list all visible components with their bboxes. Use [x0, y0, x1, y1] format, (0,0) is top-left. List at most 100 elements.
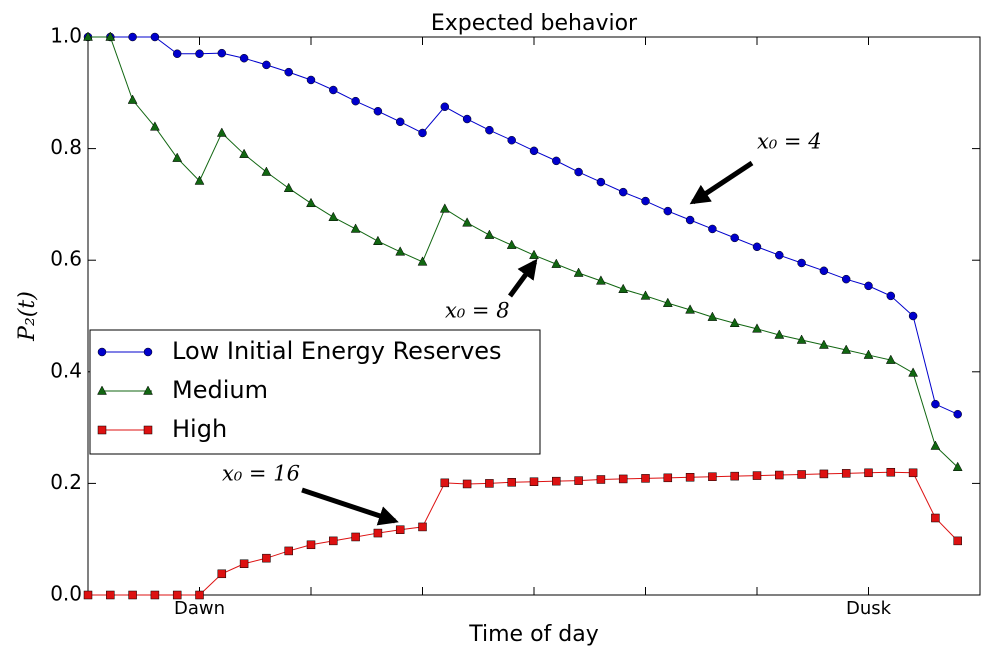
data-point: [641, 474, 650, 483]
data-point: [819, 469, 829, 479]
data-point: [440, 102, 450, 111]
data-point: [329, 85, 338, 95]
data-point: [372, 235, 383, 245]
data-point: [462, 479, 472, 489]
data-point: [417, 256, 428, 266]
data-point: [83, 31, 93, 41]
data-point: [350, 223, 361, 233]
data-point: [952, 461, 963, 471]
data-point: [931, 399, 940, 409]
data-point: [864, 281, 873, 291]
data-point: [83, 590, 93, 600]
data-point: [775, 250, 784, 260]
x-tick-label: Dawn: [174, 598, 225, 619]
data-point: [195, 590, 204, 600]
data-point: [485, 479, 494, 488]
data-point: [797, 470, 806, 479]
annotation-arrow: [301, 487, 399, 526]
data-point: [685, 473, 695, 482]
data-point: [484, 229, 495, 239]
data-point: [618, 187, 628, 197]
annotation: x₀ = 4: [757, 130, 822, 154]
data-point: [707, 311, 718, 321]
data-point: [819, 266, 829, 276]
data-point: [127, 94, 138, 104]
data-point: [774, 329, 785, 339]
annotation: x₀ = 8: [445, 299, 510, 323]
legend-label: Medium: [172, 376, 268, 404]
y-tick-label: 0.4: [50, 358, 82, 382]
data-point: [730, 471, 739, 481]
data-point: [507, 135, 516, 145]
data-point: [418, 128, 427, 138]
data-point: [105, 31, 116, 41]
data-point: [663, 473, 673, 483]
data-point: [641, 196, 650, 206]
data-point: [128, 590, 137, 600]
annotation-arrow: [689, 160, 754, 205]
data-point: [529, 146, 539, 156]
data-point: [886, 291, 896, 301]
data-point: [885, 354, 896, 364]
data-point: [284, 546, 293, 556]
data-point: [752, 242, 762, 252]
y-tick-label: 1.0: [50, 24, 82, 48]
data-point: [574, 167, 583, 177]
data-point: [195, 49, 204, 58]
data-point: [217, 48, 227, 58]
data-point: [797, 258, 806, 268]
legend-marker: [97, 347, 107, 357]
data-point: [284, 67, 293, 77]
data-point: [552, 156, 561, 166]
y-tick-label: 0.8: [50, 135, 82, 159]
data-point: [618, 474, 628, 484]
legend-label: Low Initial Energy Reserves: [172, 337, 502, 365]
data-point: [351, 532, 360, 542]
data-point: [574, 476, 583, 485]
data-point: [485, 125, 494, 135]
data-point: [395, 525, 405, 534]
data-point: [908, 311, 918, 321]
data-point: [908, 367, 919, 377]
legend-marker: [97, 425, 107, 435]
data-point: [595, 275, 606, 285]
data-point: [239, 559, 249, 569]
data-point: [418, 522, 427, 532]
data-point: [217, 569, 227, 579]
plot-frame: [87, 36, 981, 596]
data-point: [841, 274, 851, 284]
data-point: [685, 304, 696, 314]
data-point: [239, 53, 249, 63]
data-point: [283, 182, 294, 192]
legend-marker: [143, 385, 153, 395]
data-point: [261, 166, 272, 176]
data-point: [395, 117, 405, 127]
data-point: [662, 297, 673, 307]
data-point: [841, 469, 851, 478]
data-point: [752, 471, 762, 480]
data-point: [596, 475, 606, 484]
legend-marker: [143, 347, 153, 357]
x-tick-label: Dusk: [846, 598, 892, 619]
annotation-arrow: [507, 258, 538, 298]
data-point: [306, 197, 316, 208]
data-point: [551, 258, 562, 268]
data-point: [953, 536, 962, 546]
data-point: [796, 334, 807, 344]
data-point: [529, 249, 539, 259]
data-point: [931, 513, 940, 523]
data-point: [440, 478, 450, 488]
data-point: [552, 476, 561, 486]
data-point: [685, 215, 695, 225]
data-point: [172, 152, 183, 162]
data-point: [373, 106, 383, 116]
data-point: [775, 470, 784, 480]
data-point: [863, 349, 874, 359]
data-point: [729, 317, 740, 328]
data-point: [908, 468, 918, 478]
annotation: x₀ = 16: [222, 462, 300, 486]
y-axis-label: P₂(t): [15, 291, 40, 342]
chart-title: Expected behavior: [431, 11, 638, 36]
data-point: [462, 114, 472, 124]
data-point: [439, 203, 450, 213]
